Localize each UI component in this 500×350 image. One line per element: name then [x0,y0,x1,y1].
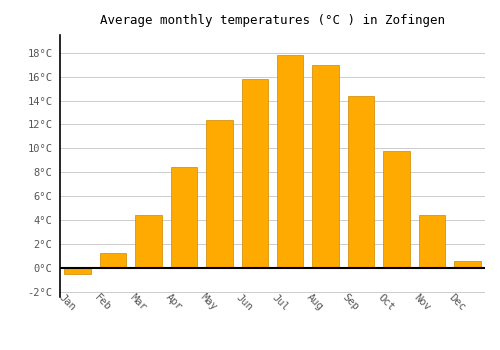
Bar [312,65,339,268]
Bar [64,268,91,274]
Bar [454,260,480,268]
Bar [100,253,126,268]
Bar [383,151,409,268]
Bar [136,215,162,268]
Title: Average monthly temperatures (°C ) in Zofingen: Average monthly temperatures (°C ) in Zo… [100,14,445,27]
Bar [206,120,233,268]
Bar [242,79,268,268]
Bar [277,55,303,268]
Bar [348,96,374,268]
Bar [170,167,197,268]
Bar [418,215,445,268]
